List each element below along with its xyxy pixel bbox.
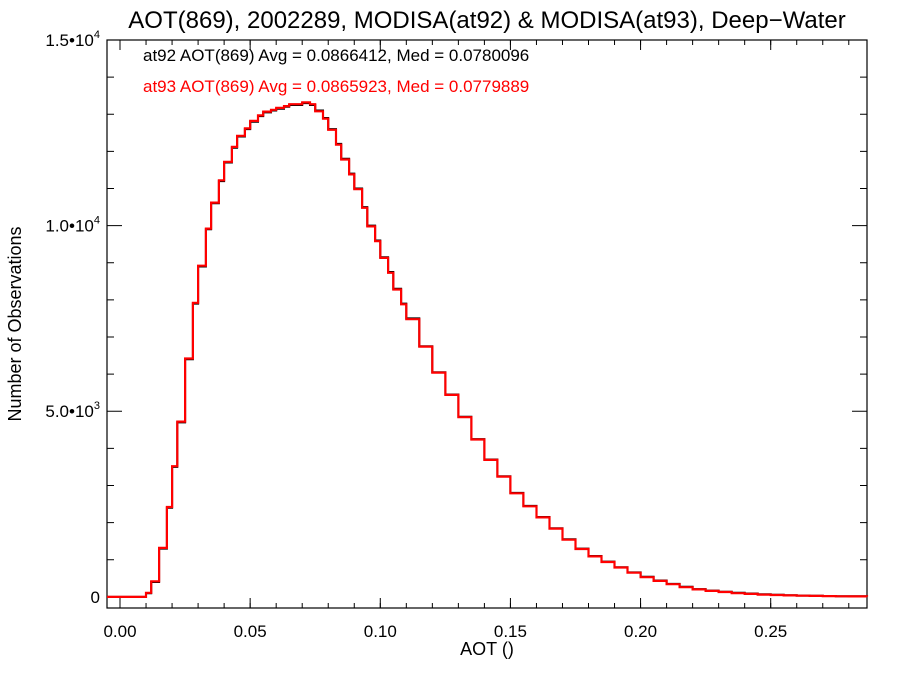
annotation-at93: at93 AOT(869) Avg = 0.0865923, Med = 0.0…: [143, 77, 529, 96]
x-tick-label: 0.20: [624, 622, 657, 641]
y-tick-label: 1.0•104: [45, 215, 100, 236]
axis-ticks: [107, 39, 867, 608]
series-line-at92: [107, 102, 868, 598]
x-axis-label: AOT (): [460, 639, 514, 659]
x-tick-label: 0.05: [234, 622, 267, 641]
y-tick-label: 5.0•103: [45, 400, 100, 421]
plot-frame: [106, 39, 868, 609]
x-tick-label: 0.10: [364, 622, 397, 641]
y-axis-label: Number of Observations: [5, 226, 25, 421]
series-group: [107, 101, 869, 598]
annotation-at92: at92 AOT(869) Avg = 0.0866412, Med = 0.0…: [143, 46, 529, 65]
x-tick-label: 0.25: [754, 622, 787, 641]
chart-title: AOT(869), 2002289, MODISA(at92) & MODISA…: [128, 7, 845, 34]
series-line-at93: [107, 101, 869, 598]
y-tick-label: 0: [91, 588, 100, 607]
x-tick-label: 0.15: [494, 622, 527, 641]
axis-tick-labels: 0.00 0.05 0.10 0.15 0.20 0.25 0 5.0•103 1.0•104 1…: [45, 29, 787, 641]
y-tick-label: 1.5•104: [45, 29, 100, 50]
x-tick-label: 0.00: [103, 622, 136, 641]
